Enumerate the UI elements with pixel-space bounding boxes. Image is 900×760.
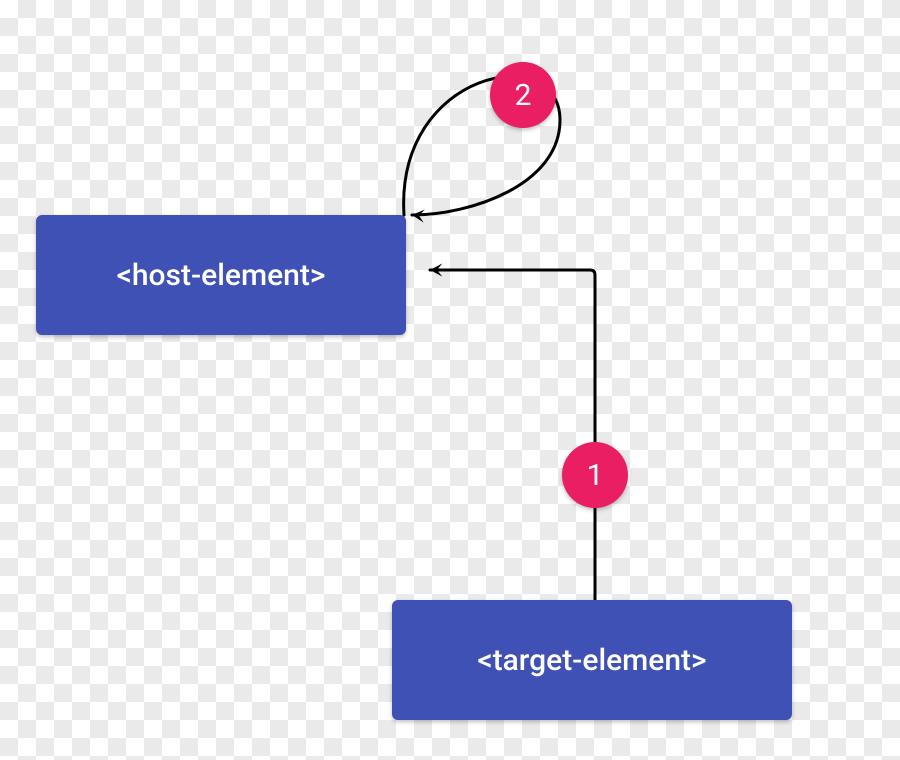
host-element-node: <host-element> <box>36 215 406 335</box>
target-element-node: <target-element> <box>392 600 792 720</box>
step-badge-2-label: 2 <box>515 78 532 113</box>
host-element-label: <host-element> <box>117 258 326 293</box>
step-badge-1-label: 1 <box>587 458 604 493</box>
step-badge-2: 2 <box>490 62 556 128</box>
diagram-canvas: <host-element> <target-element> 1 2 <box>0 0 900 760</box>
step-badge-1: 1 <box>562 442 628 508</box>
target-element-label: <target-element> <box>477 643 706 678</box>
